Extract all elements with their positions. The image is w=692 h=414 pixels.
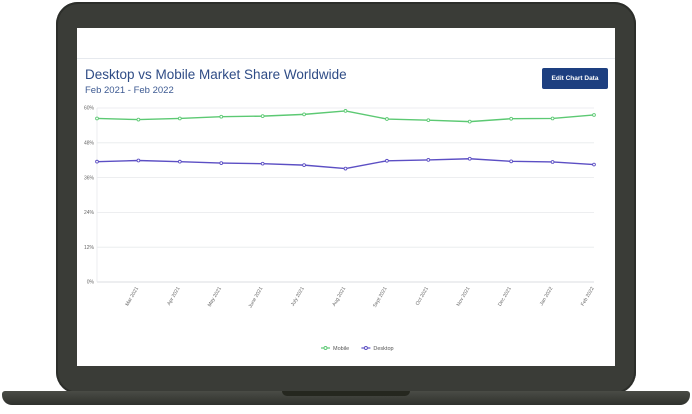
line-chart: 0% 12% 24% 36% 48% 60% Mar 2021 Apr 2021 May 20… <box>84 106 596 352</box>
x-tick-label: June 2021 <box>248 286 265 309</box>
desktop-point <box>592 162 596 167</box>
y-tick-label: 0% <box>87 280 95 286</box>
desktop-point <box>509 159 514 164</box>
mobile-point <box>302 112 306 117</box>
mobile-point <box>467 119 472 124</box>
x-tick-label: Dec 2021 <box>497 286 513 308</box>
desktop-point <box>219 161 224 165</box>
x-tick-label: Oct 2021 <box>415 286 430 307</box>
x-tick-label: May 2021 <box>207 286 223 308</box>
series-lines <box>96 110 595 170</box>
x-tick-label: Sept 2021 <box>372 286 389 309</box>
y-tick-label: 48% <box>84 141 95 147</box>
mobile-point <box>219 114 224 119</box>
desktop-point <box>302 163 306 167</box>
chart-screen: Desktop vs Mobile Market Share Worldwide… <box>77 28 615 366</box>
x-tick-label: Jan 2022 <box>539 286 555 307</box>
chart-legend: Mobile Desktop <box>321 346 394 352</box>
desktop-point <box>343 166 348 171</box>
x-tick-label: Aug 2021 <box>331 286 347 308</box>
mobile-point <box>385 117 389 121</box>
header-divider <box>77 58 615 59</box>
mobile-legend-marker <box>323 346 328 350</box>
mobile-point <box>426 118 431 123</box>
laptop-notch <box>282 391 410 396</box>
desktop-point <box>136 158 141 163</box>
desktop-legend-marker <box>363 346 368 350</box>
y-tick-label: 60% <box>84 106 95 112</box>
x-tick-label: July 2021 <box>290 286 306 308</box>
mobile-point <box>95 116 99 121</box>
desktop-point <box>550 160 555 164</box>
x-tick-label: Mar 2021 <box>124 286 140 307</box>
desktop-point <box>426 158 431 162</box>
y-tick-label: 24% <box>84 210 95 216</box>
series-points <box>95 109 596 171</box>
edit-chart-data-button[interactable]: Edit Chart Data <box>542 68 608 89</box>
laptop-base <box>2 391 690 405</box>
y-tick-label: 12% <box>84 245 95 251</box>
desktop-point <box>385 158 389 163</box>
x-axis-ticks: Mar 2021 Apr 2021 May 2021 June 2021 July 20… <box>124 286 595 309</box>
desktop-legend-label: Desktop <box>373 346 393 352</box>
desktop-point <box>260 161 265 166</box>
mobile-point <box>343 109 348 113</box>
mobile-legend-label: Mobile <box>333 346 349 352</box>
desktop-point <box>95 159 99 164</box>
mobile-point <box>177 116 182 121</box>
mobile-point <box>260 114 265 118</box>
mobile-point <box>136 117 141 122</box>
desktop-point <box>177 159 182 164</box>
x-tick-label: Nov 2021 <box>456 286 472 308</box>
chart-grid <box>96 107 594 283</box>
y-tick-label: 36% <box>84 175 95 181</box>
y-axis-ticks: 0% 12% 24% 36% 48% 60% <box>84 106 95 286</box>
x-tick-label: Apr 2021 <box>166 286 181 307</box>
mobile-point <box>550 116 555 121</box>
mobile-point <box>592 113 596 117</box>
x-tick-label: Feb 2022 <box>580 286 596 307</box>
desktop-point <box>467 156 472 161</box>
chart-subtitle: Feb 2021 - Feb 2022 <box>85 85 174 96</box>
mobile-point <box>509 116 514 121</box>
chart-title: Desktop vs Mobile Market Share Worldwide <box>85 67 347 82</box>
